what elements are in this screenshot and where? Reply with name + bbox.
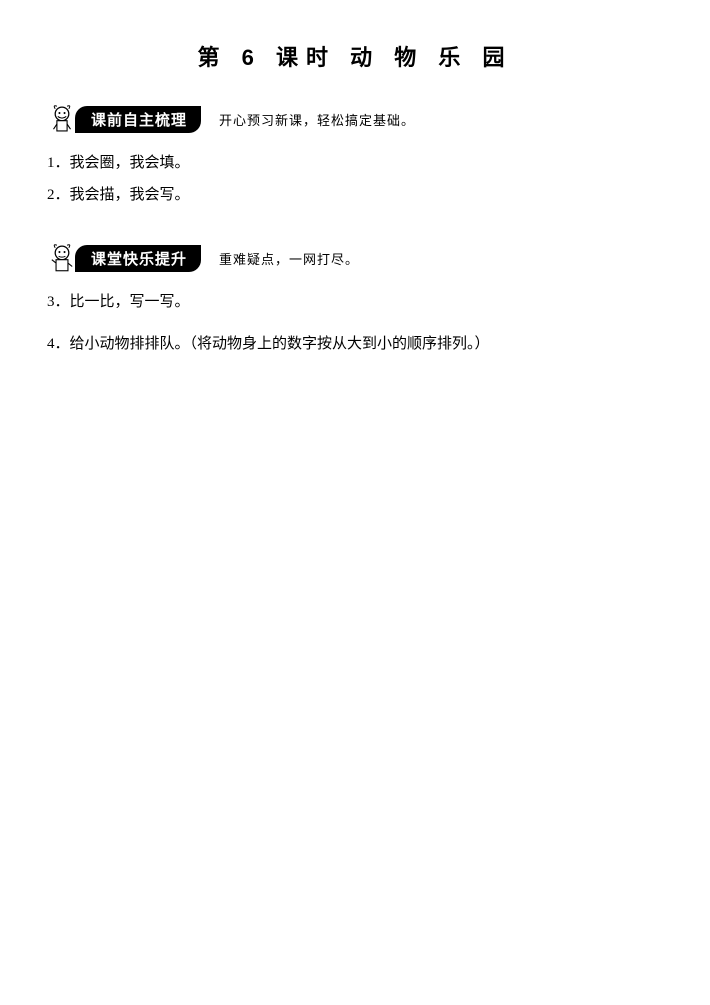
- q3-stem: 3．比一比，写一写。: [47, 287, 665, 319]
- section-label-1: 课前自主梳理: [75, 106, 201, 133]
- section-tagline-2: 重难疑点，一网打尽。: [219, 249, 359, 268]
- section-label-2: 课堂快乐提升: [75, 245, 201, 272]
- section-header-1: 课前自主梳理 开心预习新课，轻松搞定基础。: [45, 102, 665, 136]
- q2-stem: 2．我会描，我会写。: [47, 180, 665, 212]
- section-header-2: 课堂快乐提升 重难疑点，一网打尽。: [45, 241, 665, 275]
- worksheet-page: 第 6 课时 动 物 乐 园 课前自主梳理 开心预习新课，轻松搞定基础。 1．我…: [0, 0, 710, 1005]
- section-tagline-1: 开心预习新课，轻松搞定基础。: [219, 110, 415, 129]
- page-title: 第 6 课时 动 物 乐 园: [45, 40, 665, 72]
- mascot-icon: [45, 102, 79, 136]
- mascot-icon: [45, 241, 79, 275]
- q1-stem: 1．我会圈，我会填。: [47, 148, 665, 180]
- q4-stem: 4．给小动物排排队。（将动物身上的数字按从大到小的顺序排列。）: [47, 329, 665, 361]
